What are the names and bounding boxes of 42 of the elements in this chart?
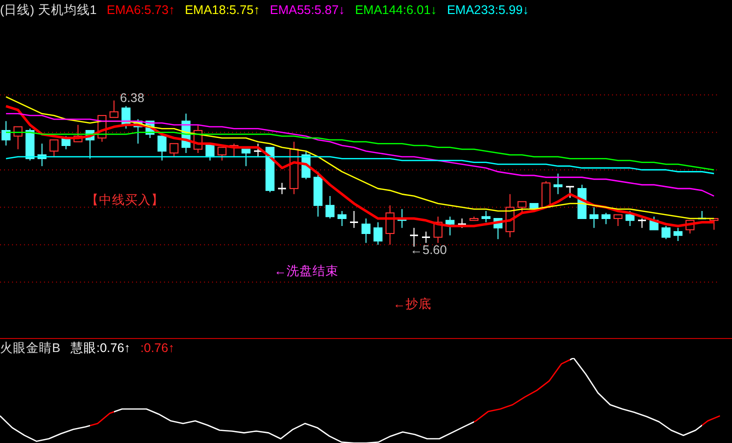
candlestick [446,216,454,236]
candlestick [2,120,10,146]
text: EMA6:5.73↑ [106,2,175,18]
candlestick [482,210,490,223]
text: 慧眼:0.76↑ [70,340,130,356]
text: EMA233:5.99↓ [446,2,529,18]
text: :0.76↑ [140,340,174,356]
candlestick [457,218,467,228]
candlestick [518,201,526,214]
chart-title: (日线) 天机均线1 [0,2,97,18]
annotation: 6.38 [120,90,144,105]
candlestick [662,226,670,240]
text: EMA55:5.87↓ [270,2,345,18]
text: ←洗盘结束 [274,263,338,280]
candlestick [565,186,575,198]
candlestick [710,218,718,230]
candlestick [421,231,431,244]
candlestick [170,143,178,158]
candlestick [674,227,682,242]
candlestick [338,210,346,226]
candlestick [158,136,166,161]
candlestick [637,218,647,228]
candlestick [614,214,622,226]
candlestick [277,182,287,195]
candlestick [590,206,598,228]
candlestick [349,210,359,228]
candlestick [374,222,382,246]
annotation: 【中线买入】 [86,192,164,209]
candlestick [110,100,118,118]
annotation: ←5.60 [410,242,447,257]
candlestick [554,173,562,195]
candlestick [242,148,250,167]
text: ←抄底 [393,296,432,313]
candlestick [602,212,610,225]
candlestick [362,218,370,244]
candlestick [218,146,226,161]
text: EMA18:5.75↑ [184,2,260,18]
candlestick [50,139,58,158]
text: EMA144:6.01↓ [354,2,437,18]
chart-title: 火眼金睛B [0,340,60,356]
candlestick [326,196,334,220]
candlestick [626,210,634,226]
